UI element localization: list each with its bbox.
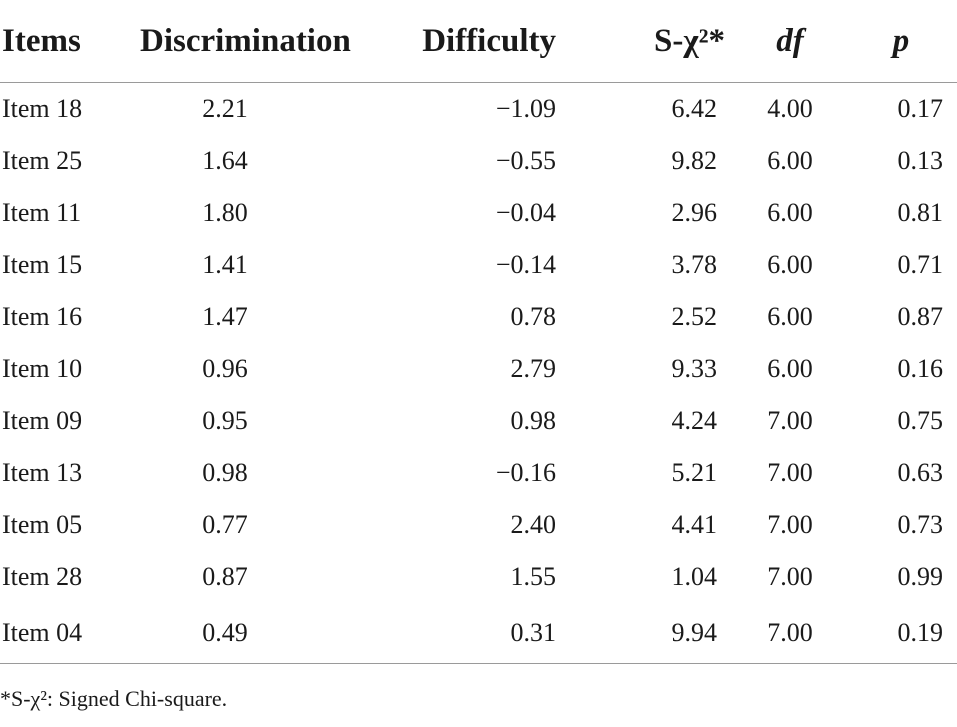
cell-df: 4.00 xyxy=(767,94,813,123)
cell-discrimination: 1.47 xyxy=(202,302,248,331)
cell-df: 6.00 xyxy=(767,250,813,279)
cell-item: Item 16 xyxy=(2,302,83,331)
cell-discrimination: 0.77 xyxy=(202,510,248,539)
cell-difficulty: −0.16 xyxy=(495,458,556,487)
cell-chi: 5.21 xyxy=(671,458,718,487)
cell-df: 7.00 xyxy=(735,603,845,664)
cell-difficulty: 0.98 xyxy=(510,406,557,435)
header-row: Items Discrimination Difficulty S-χ²* df… xyxy=(0,0,957,83)
cell-p: 0.71 xyxy=(897,250,944,279)
table-row: Item 09 0.95 0.98 4.24 7.00 0.75 xyxy=(0,395,957,447)
cell-p: 0.81 xyxy=(897,198,944,227)
cell-item: Item 25 xyxy=(2,146,83,175)
cell-p: 0.16 xyxy=(897,354,944,383)
cell-chi: 9.33 xyxy=(671,354,718,383)
table-row: Item 18 2.21 −1.09 6.42 4.00 0.17 xyxy=(0,83,957,136)
cell-difficulty: 2.40 xyxy=(510,510,557,539)
cell-discrimination: 0.87 xyxy=(202,562,248,591)
header-items: Items xyxy=(0,0,140,83)
cell-df: 6.00 xyxy=(767,146,813,175)
cell-discrimination: 2.21 xyxy=(202,94,248,123)
cell-p: 0.99 xyxy=(897,562,944,591)
table-row: Item 11 1.80 −0.04 2.96 6.00 0.81 xyxy=(0,187,957,239)
cell-difficulty: 0.78 xyxy=(510,302,557,331)
table-row: Item 15 1.41 −0.14 3.78 6.00 0.71 xyxy=(0,239,957,291)
cell-chi: 3.78 xyxy=(671,250,718,279)
cell-chi: 9.94 xyxy=(570,603,735,664)
table-row: Item 28 0.87 1.55 1.04 7.00 0.99 xyxy=(0,551,957,603)
item-statistics-table: Items Discrimination Difficulty S-χ²* df… xyxy=(0,0,957,664)
item-statistics-table-container: Items Discrimination Difficulty S-χ²* df… xyxy=(0,0,957,664)
cell-difficulty: −0.55 xyxy=(495,146,556,175)
cell-p: 0.75 xyxy=(897,406,944,435)
cell-item: Item 10 xyxy=(2,354,83,383)
cell-discrimination: 0.96 xyxy=(202,354,248,383)
cell-discrimination: 0.98 xyxy=(202,458,248,487)
cell-chi: 2.96 xyxy=(671,198,718,227)
cell-item: Item 09 xyxy=(2,406,83,435)
cell-df: 6.00 xyxy=(767,354,813,383)
cell-p: 0.63 xyxy=(897,458,944,487)
table-row: Item 04 0.49 0.31 9.94 7.00 0.19 xyxy=(0,603,957,664)
header-discrimination: Discrimination xyxy=(140,0,351,83)
cell-discrimination: 1.64 xyxy=(202,146,248,175)
table-row: Item 16 1.47 0.78 2.52 6.00 0.87 xyxy=(0,291,957,343)
table-body: Item 18 2.21 −1.09 6.42 4.00 0.17 Item 2… xyxy=(0,83,957,664)
cell-item: Item 15 xyxy=(2,250,83,279)
cell-item: Item 18 xyxy=(2,94,83,123)
cell-discrimination: 0.95 xyxy=(202,406,248,435)
cell-df: 6.00 xyxy=(767,198,813,227)
cell-difficulty: 2.79 xyxy=(510,354,557,383)
cell-df: 7.00 xyxy=(767,458,813,487)
cell-item: Item 28 xyxy=(2,562,83,591)
cell-discrimination: 0.49 xyxy=(140,603,310,664)
cell-chi: 4.41 xyxy=(671,510,718,539)
table-footnote: *S-χ²: Signed Chi-square. xyxy=(0,686,228,711)
cell-chi: 9.82 xyxy=(671,146,718,175)
cell-p: 0.13 xyxy=(897,146,944,175)
header-p: p xyxy=(845,0,957,83)
cell-df: 7.00 xyxy=(767,562,813,591)
cell-difficulty: 0.31 xyxy=(310,603,570,664)
cell-item: Item 04 xyxy=(0,603,140,664)
cell-difficulty: −0.14 xyxy=(495,250,556,279)
cell-difficulty: 1.55 xyxy=(510,562,557,591)
cell-p: 0.17 xyxy=(897,94,944,123)
cell-chi: 2.52 xyxy=(671,302,718,331)
cell-p: 0.19 xyxy=(845,603,957,664)
table-row: Item 10 0.96 2.79 9.33 6.00 0.16 xyxy=(0,343,957,395)
cell-item: Item 11 xyxy=(2,198,82,227)
cell-p: 0.73 xyxy=(897,510,944,539)
cell-chi: 6.42 xyxy=(671,94,718,123)
header-signed-chi-square: S-χ²* xyxy=(570,0,735,83)
cell-df: 7.00 xyxy=(767,510,813,539)
cell-difficulty: −1.09 xyxy=(495,94,556,123)
cell-item: Item 13 xyxy=(2,458,83,487)
cell-item: Item 05 xyxy=(2,510,83,539)
table-row: Item 05 0.77 2.40 4.41 7.00 0.73 xyxy=(0,499,957,551)
cell-discrimination: 1.41 xyxy=(202,250,248,279)
table-row: Item 25 1.64 −0.55 9.82 6.00 0.13 xyxy=(0,135,957,187)
cell-p: 0.87 xyxy=(897,302,944,331)
table-header: Items Discrimination Difficulty S-χ²* df… xyxy=(0,0,957,83)
cell-chi: 1.04 xyxy=(671,562,718,591)
cell-difficulty: −0.04 xyxy=(495,198,556,227)
cell-discrimination: 1.80 xyxy=(202,198,248,227)
cell-df: 6.00 xyxy=(767,302,813,331)
cell-chi: 4.24 xyxy=(671,406,718,435)
header-difficulty: Difficulty xyxy=(310,0,570,83)
header-df: df xyxy=(735,0,845,83)
table-row: Item 13 0.98 −0.16 5.21 7.00 0.63 xyxy=(0,447,957,499)
cell-df: 7.00 xyxy=(767,406,813,435)
